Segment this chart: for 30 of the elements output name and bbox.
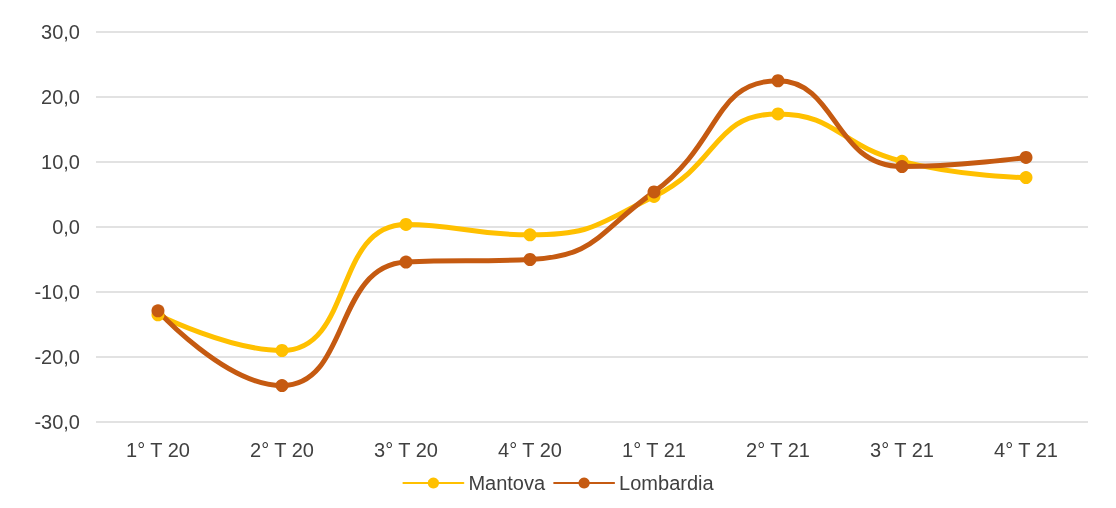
point — [771, 74, 785, 88]
x-tick-label: 4° T 21 — [994, 439, 1058, 461]
legend-label: Mantova — [468, 472, 546, 494]
point — [399, 255, 413, 269]
point — [1019, 150, 1033, 164]
x-tick-label: 3° T 20 — [374, 439, 438, 461]
y-tick-label: 30,0 — [41, 21, 80, 43]
point — [1019, 171, 1033, 185]
x-tick-label: 3° T 21 — [870, 439, 934, 461]
point — [523, 253, 537, 266]
point — [275, 379, 289, 393]
point — [275, 344, 289, 357]
y-tick-label: -30,0 — [34, 411, 80, 433]
x-tick-label: 4° T 20 — [498, 439, 562, 461]
x-tick-label: 1° T 21 — [622, 439, 686, 461]
point — [647, 185, 661, 199]
x-tick-label: 2° T 20 — [250, 439, 314, 461]
point — [399, 217, 413, 231]
y-tick-label: -20,0 — [34, 346, 80, 368]
y-tick-label: 20,0 — [41, 86, 80, 108]
x-tick-label: 1° T 20 — [126, 439, 190, 461]
legend-label: Lombardia — [619, 472, 715, 494]
y-tick-label: 0,0 — [52, 216, 80, 238]
y-tick-label: -10,0 — [34, 281, 80, 303]
y-tick-label: 10,0 — [41, 151, 80, 173]
point — [151, 304, 165, 318]
point — [523, 228, 537, 242]
point — [771, 107, 785, 121]
x-tick-label: 2° T 21 — [746, 439, 810, 461]
point — [895, 160, 909, 174]
